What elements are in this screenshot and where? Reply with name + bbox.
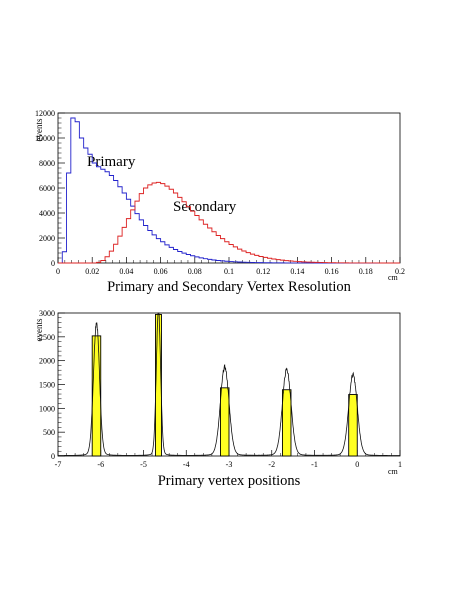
- chart-positions: events cm Primary vertex positions -7 -6-…: [34, 309, 402, 489]
- y-ticks-top: 0 2000 4000 6000 8000 10000 12000: [35, 109, 65, 268]
- y-tick-label: 8000: [39, 159, 55, 168]
- y-tick-label: 1000: [39, 404, 55, 413]
- x-tick-label: -6: [97, 460, 104, 469]
- x-tick-label: 0.08: [188, 267, 202, 276]
- series-line-secondary: [58, 181, 400, 264]
- bars-bottom: [91, 313, 358, 457]
- y-tick-label: 0: [51, 259, 55, 268]
- x-unit-top: cm: [388, 273, 399, 282]
- x-tick-label: -4: [183, 460, 190, 469]
- x-tick-label: 0.04: [119, 267, 133, 276]
- chart-resolution: events cm Primary and Secondary Vertex R…: [34, 109, 405, 295]
- x-tick-label: 0.16: [325, 267, 339, 276]
- x-tick-label: 0.2: [395, 267, 405, 276]
- bar: [281, 389, 292, 457]
- x-tick-label: 0: [355, 460, 359, 469]
- vertex-curve: [58, 312, 400, 456]
- y-tick-label: 500: [43, 428, 55, 437]
- x-tick-label: 0.02: [85, 267, 99, 276]
- y-tick-label: 1500: [39, 381, 55, 390]
- x-tick-label: 0.1: [224, 267, 234, 276]
- y-tick-label: 2500: [39, 333, 55, 342]
- x-tick-label: 0.12: [256, 267, 270, 276]
- chart-title-top: Primary and Secondary Vertex Resolution: [107, 279, 352, 295]
- series-line-primary: [58, 117, 400, 264]
- y-tick-label: 0: [51, 452, 55, 461]
- curve-bottom: [58, 312, 400, 456]
- y-tick-label: 4000: [39, 209, 55, 218]
- x-tick-label: 1: [398, 460, 402, 469]
- y-tick-label: 6000: [39, 184, 55, 193]
- y-tick-label: 2000: [39, 234, 55, 243]
- x-tick-label: -5: [140, 460, 147, 469]
- x-tick-label: -2: [268, 460, 275, 469]
- bar: [91, 335, 102, 457]
- y-axis-label-top: events: [34, 118, 44, 141]
- y-axis-label-bottom: events: [34, 318, 44, 341]
- x-tick-label: 0.14: [290, 267, 304, 276]
- annotation-secondary: Secondary: [173, 199, 237, 215]
- x-tick-label: -3: [226, 460, 233, 469]
- y-tick-label: 3000: [39, 309, 55, 318]
- bar: [155, 313, 162, 457]
- x-tick-label: 0: [56, 267, 60, 276]
- series-top: [58, 117, 400, 264]
- y-ticks-bottom: 0 500 1000 1500 2000 2500 3000: [39, 309, 65, 461]
- x-tick-label: 0.18: [359, 267, 373, 276]
- x-ticks-bottom: -7 -6 -5 -4 -3 -2 -1 0 1: [55, 450, 402, 469]
- chart-title-bottom: Primary vertex positions: [158, 473, 301, 489]
- y-tick-label: 10000: [35, 134, 55, 143]
- plot-frame-top: [57, 112, 401, 264]
- bar: [219, 387, 230, 457]
- x-ticks-top: 0 0.02 0.04 0.06 0.08 0.1 0.12 0.14 0.16 0.18 0.2: [56, 257, 405, 276]
- y-tick-label: 12000: [35, 109, 55, 118]
- x-tick-label: 0.06: [154, 267, 168, 276]
- x-tick-label: -7: [55, 460, 62, 469]
- bar: [348, 394, 358, 457]
- x-unit-bottom: cm: [388, 467, 399, 476]
- annotation-primary: Primary: [87, 154, 136, 170]
- y-tick-label: 2000: [39, 357, 55, 366]
- x-tick-label: -1: [311, 460, 318, 469]
